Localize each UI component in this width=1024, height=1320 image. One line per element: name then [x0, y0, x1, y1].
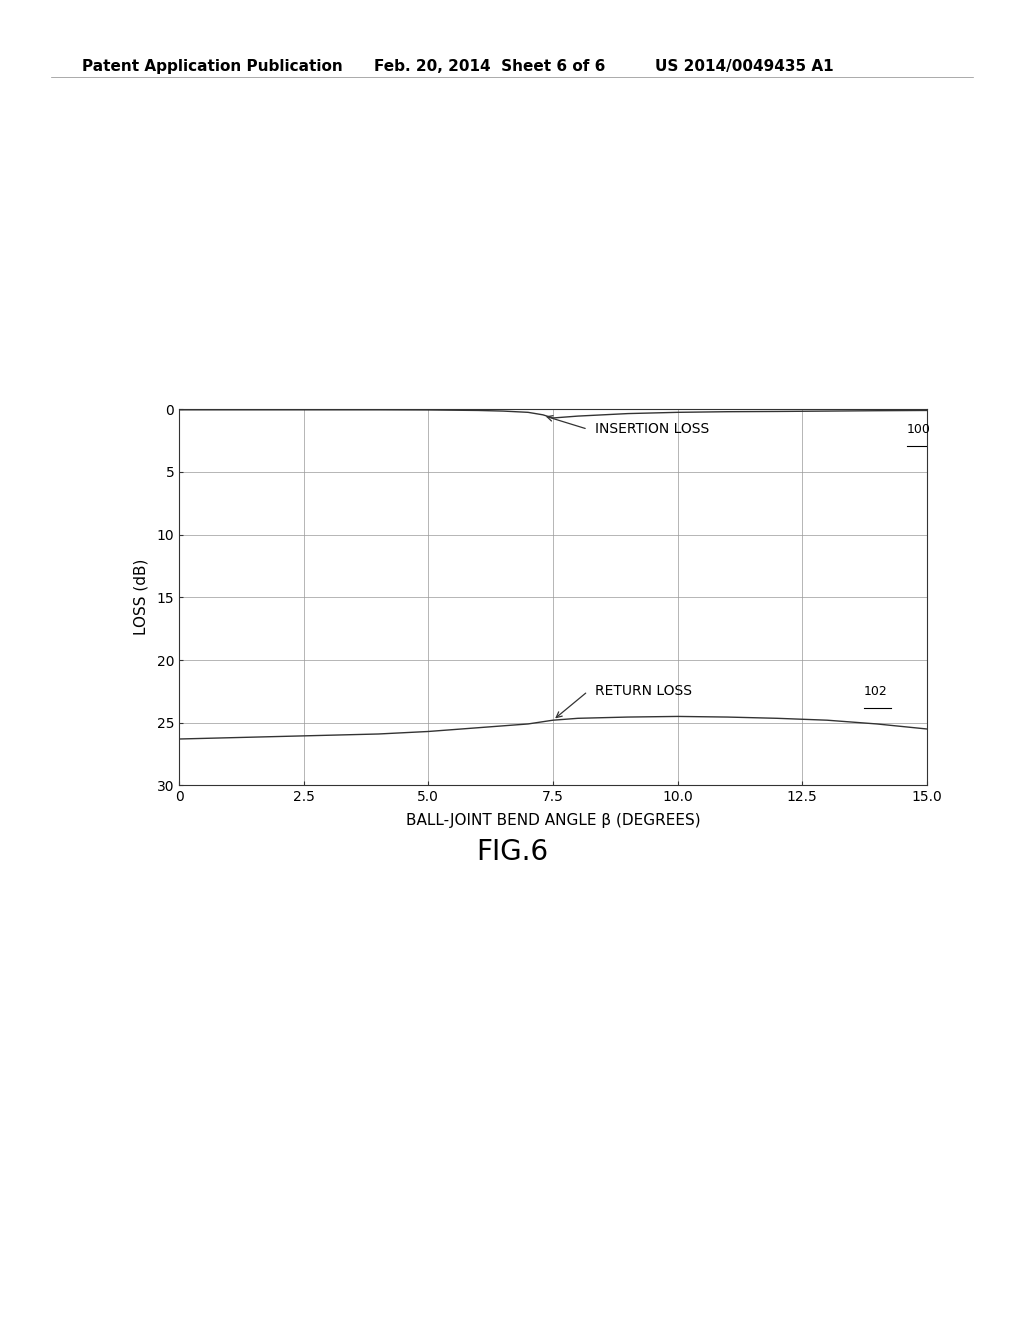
Text: Patent Application Publication: Patent Application Publication — [82, 59, 343, 74]
Text: INSERTION LOSS: INSERTION LOSS — [595, 422, 710, 437]
Text: FIG.6: FIG.6 — [476, 838, 548, 866]
Text: RETURN LOSS: RETURN LOSS — [595, 684, 692, 698]
Y-axis label: LOSS (dB): LOSS (dB) — [133, 560, 148, 635]
Text: US 2014/0049435 A1: US 2014/0049435 A1 — [655, 59, 834, 74]
Text: Feb. 20, 2014  Sheet 6 of 6: Feb. 20, 2014 Sheet 6 of 6 — [374, 59, 605, 74]
Text: 102: 102 — [863, 685, 887, 697]
X-axis label: BALL-JOINT BEND ANGLE β (DEGREES): BALL-JOINT BEND ANGLE β (DEGREES) — [406, 813, 700, 828]
Text: 100: 100 — [907, 422, 931, 436]
